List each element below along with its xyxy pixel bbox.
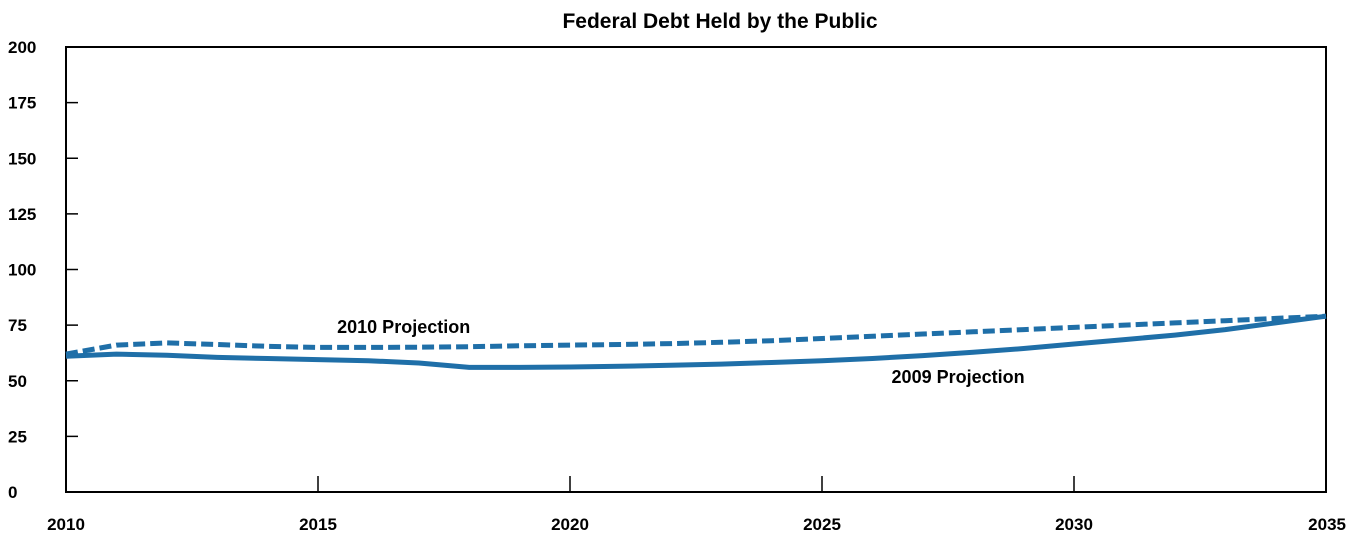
axes: 0 25 50 75 100 125 150 175 200 2010 2015 2020 2025 20… [8, 38, 1346, 534]
y-tick-label: 125 [8, 205, 36, 224]
y-tick-label: 200 [8, 38, 36, 57]
y-tick-label: 0 [8, 483, 17, 502]
chart-title: Federal Debt Held by the Public [562, 10, 877, 33]
x-tick-label: 2035 [1308, 515, 1346, 534]
y-tick-label: 175 [8, 94, 36, 113]
2010-projection-line [65, 313, 1327, 357]
2009-projection-label: 2009 Projection [892, 367, 1025, 387]
y-tick-label: 50 [8, 372, 27, 391]
2009-projection-line [65, 313, 1327, 370]
y-tick-label: 75 [8, 316, 27, 335]
x-tick-label: 2025 [803, 515, 841, 534]
y-tick-label: 150 [8, 149, 36, 168]
x-tick-label: 2030 [1055, 515, 1093, 534]
2010-projection-label: 2010 Projection [337, 317, 470, 337]
x-tick-label: 2010 [47, 515, 85, 534]
plot-frame [65, 46, 1327, 493]
x-tick-label: 2020 [551, 515, 589, 534]
y-tick-label: 25 [8, 427, 27, 446]
y-tick-label: 100 [8, 261, 36, 280]
series-layer [65, 313, 1327, 370]
annotation-layer: 2010 Projection 2009 Projection [337, 317, 1024, 387]
x-tick-label: 2015 [299, 515, 337, 534]
